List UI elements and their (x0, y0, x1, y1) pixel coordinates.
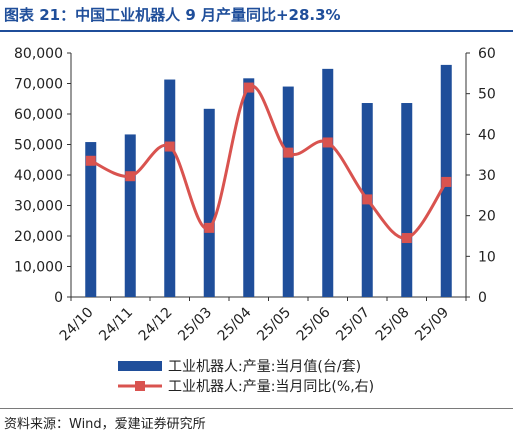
yoy-marker (164, 141, 175, 152)
x-axis-tick-label: 24/11 (96, 305, 136, 345)
right-axis-tick-label: 60 (478, 46, 496, 62)
yoy-marker (125, 171, 136, 182)
right-axis-tick-label: 30 (478, 168, 496, 184)
legend-bar-swatch (118, 361, 162, 371)
left-axis-tick-label: 10,000 (14, 260, 63, 276)
yoy-marker (283, 147, 294, 158)
x-axis-tick-label: 25/06 (294, 304, 334, 344)
x-axis-tick-label: 25/03 (175, 305, 215, 345)
x-axis-tick-label: 25/09 (412, 305, 452, 345)
bar (85, 142, 97, 297)
yoy-marker (322, 137, 333, 148)
left-axis-tick-label: 80,000 (14, 46, 63, 62)
right-axis-tick-label: 50 (478, 87, 496, 103)
yoy-marker (401, 233, 412, 244)
left-axis-tick-label: 50,000 (14, 138, 63, 154)
left-axis-tick-label: 40,000 (14, 168, 63, 184)
bar (243, 78, 255, 297)
x-axis-tick-label: 24/12 (136, 305, 176, 345)
bar (164, 79, 176, 297)
left-axis-tick-label: 0 (54, 290, 63, 306)
x-axis-tick-label: 24/10 (57, 305, 97, 345)
right-axis-tick-label: 0 (478, 290, 487, 306)
left-axis-tick-label: 30,000 (14, 199, 63, 215)
bar (401, 103, 413, 298)
x-axis-tick-label: 25/04 (215, 304, 255, 344)
chart-title: 图表 21：中国工业机器人 9 月产量同比+28.3% (4, 6, 341, 24)
right-axis-tick-label: 40 (478, 127, 496, 143)
bar (282, 86, 294, 297)
x-axis-tick-label: 25/07 (333, 305, 373, 345)
yoy-line (90, 84, 448, 240)
yoy-marker (441, 176, 452, 187)
bar (124, 134, 136, 297)
left-axis-tick-label: 20,000 (14, 229, 63, 245)
yoy-marker (204, 222, 215, 233)
legend-line-label: 工业机器人:产量:当月同比(%,右) (168, 379, 374, 395)
bar (322, 68, 334, 297)
left-axis-tick-label: 60,000 (14, 107, 63, 123)
bar (203, 108, 215, 297)
yoy-marker (362, 194, 373, 205)
x-axis-tick-label: 25/05 (254, 305, 294, 345)
x-axis-tick-label: 25/08 (373, 305, 413, 345)
legend-line-marker (135, 381, 145, 391)
legend-bar-label: 工业机器人:产量:当月值(台/套) (168, 359, 361, 375)
source-divider (0, 408, 513, 409)
left-axis-tick-label: 70,000 (14, 77, 63, 93)
yoy-marker (85, 155, 96, 166)
title-divider (0, 30, 513, 32)
source-note: 资料来源：Wind，爱建证券研究所 (4, 417, 206, 432)
right-axis-tick-label: 10 (478, 249, 496, 265)
yoy-marker (243, 82, 254, 93)
right-axis-tick-label: 20 (478, 209, 496, 225)
